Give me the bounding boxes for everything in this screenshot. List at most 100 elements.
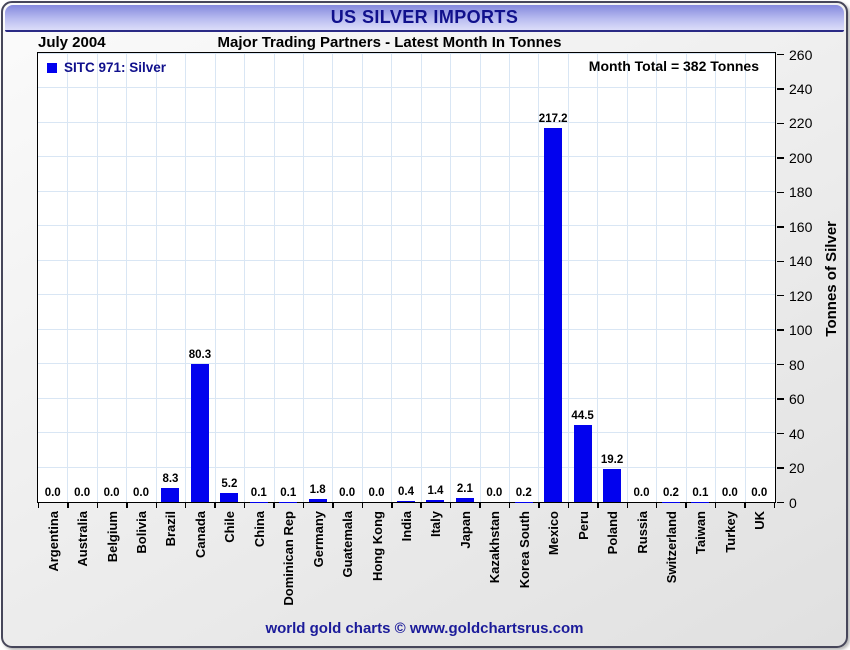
bar-value-label: 5.2 bbox=[221, 478, 238, 491]
bar-value-label: 0.2 bbox=[515, 486, 532, 499]
x-axis-tick bbox=[655, 503, 658, 508]
gridline-vertical bbox=[302, 53, 304, 502]
x-axis-label: UK bbox=[752, 511, 768, 530]
y-axis-tick-label: 80 bbox=[789, 356, 805, 373]
gridline-vertical bbox=[126, 53, 128, 502]
bar bbox=[544, 127, 563, 502]
y-axis-tick-label: 260 bbox=[789, 46, 813, 63]
x-axis-label: Belgium bbox=[104, 511, 120, 563]
x-axis-label: Guatemala bbox=[340, 511, 356, 578]
y-axis-tick bbox=[777, 398, 784, 400]
bar-value-label: 0.0 bbox=[633, 487, 650, 499]
x-axis-label: Argentina bbox=[45, 511, 61, 572]
x-axis-label: Korea South bbox=[516, 511, 532, 589]
y-axis-tick bbox=[777, 260, 784, 263]
bar-value-label: 0.0 bbox=[486, 487, 503, 499]
y-axis-tick-label: 200 bbox=[789, 149, 813, 166]
gridline-horizontal bbox=[38, 363, 775, 365]
bar bbox=[397, 501, 415, 502]
gridline-vertical bbox=[597, 53, 599, 502]
x-axis-tick bbox=[479, 503, 481, 508]
bar bbox=[220, 493, 239, 502]
y-axis-tick-label: 180 bbox=[789, 184, 813, 201]
gridline-vertical bbox=[332, 53, 334, 502]
x-axis-tick bbox=[391, 503, 393, 508]
x-axis-tick bbox=[184, 503, 187, 508]
page-title: US SILVER IMPORTS bbox=[330, 7, 519, 27]
gridline-vertical bbox=[67, 53, 69, 502]
bar-value-label: 0.0 bbox=[103, 487, 120, 499]
gridline-vertical bbox=[715, 53, 717, 502]
bar bbox=[603, 468, 622, 502]
x-axis-label: Russia bbox=[634, 511, 650, 554]
gridline-horizontal bbox=[38, 53, 775, 54]
gridline-vertical bbox=[420, 53, 422, 502]
x-axis-label: Mexico bbox=[546, 511, 562, 556]
gridline-vertical bbox=[214, 53, 216, 502]
bar-value-label: 0.1 bbox=[692, 486, 709, 499]
bar-value-label: 80.3 bbox=[188, 348, 212, 361]
x-axis-tick bbox=[96, 503, 99, 508]
legend-label: SITC 971: Silver bbox=[64, 60, 167, 75]
x-axis-tick bbox=[155, 503, 157, 508]
y-axis-tick-label: 0 bbox=[789, 494, 797, 511]
y-axis-tick bbox=[777, 157, 784, 159]
gridline-horizontal bbox=[38, 294, 775, 296]
gridline-vertical bbox=[450, 53, 452, 502]
bar-value-label: 8.3 bbox=[162, 472, 179, 485]
bar-value-label: 0.0 bbox=[721, 487, 738, 499]
bar-value-label: 217.2 bbox=[538, 112, 568, 125]
x-axis-label: China bbox=[251, 511, 267, 548]
y-axis-tick bbox=[777, 329, 784, 331]
bar bbox=[190, 363, 209, 502]
gridline-vertical bbox=[155, 53, 157, 502]
gridline-horizontal bbox=[38, 225, 775, 227]
x-axis-tick bbox=[361, 503, 364, 508]
y-axis-tick-label: 60 bbox=[789, 391, 805, 408]
legend: SITC 971: Silver bbox=[47, 60, 166, 75]
bar-value-label: 0.0 bbox=[368, 487, 385, 499]
y-axis-tick-label: 240 bbox=[789, 80, 813, 97]
y-axis-tick bbox=[777, 363, 784, 366]
x-axis-label: Peru bbox=[575, 511, 591, 540]
x-axis-label: Kazakhstan bbox=[487, 511, 503, 584]
chart-subtitle: Major Trading Partners - Latest Month In… bbox=[217, 34, 562, 51]
y-axis-tick bbox=[777, 53, 784, 56]
y-axis-tick-label: 140 bbox=[789, 253, 813, 270]
title-bar: US SILVER IMPORTS bbox=[5, 5, 844, 32]
plot-area: 0.0 0.0 0.0 0.0 8.3 80.3 5.2 0.1 0.1 1.8 0.0 0.0 0.4… bbox=[37, 52, 776, 503]
bar-value-label: 0.1 bbox=[280, 486, 297, 499]
gridline-vertical bbox=[509, 53, 511, 502]
bar-value-label: 0.0 bbox=[74, 487, 91, 499]
x-axis-tick bbox=[538, 503, 540, 508]
bar bbox=[514, 501, 533, 502]
x-axis-tick bbox=[744, 503, 746, 508]
y-axis-tick bbox=[777, 122, 784, 125]
bar bbox=[308, 498, 327, 502]
gridline-vertical bbox=[244, 53, 246, 502]
gridline-vertical bbox=[479, 53, 481, 502]
y-axis-tick-label: 220 bbox=[789, 115, 813, 132]
y-axis-tick bbox=[777, 432, 784, 435]
y-axis-tick-label: 40 bbox=[789, 425, 805, 442]
bar bbox=[426, 499, 445, 502]
bar bbox=[573, 425, 592, 502]
gridline-vertical bbox=[656, 53, 658, 502]
gridline-vertical bbox=[185, 53, 187, 502]
bar-value-label: 19.2 bbox=[600, 453, 624, 466]
x-axis-label: Turkey bbox=[722, 511, 738, 553]
gridline-horizontal bbox=[38, 397, 775, 399]
x-axis-label: Italy bbox=[428, 511, 444, 538]
x-axis-tick bbox=[714, 503, 717, 508]
gridline-horizontal bbox=[38, 259, 775, 261]
x-axis-tick bbox=[273, 503, 275, 508]
x-axis-tick bbox=[508, 503, 511, 508]
bar-value-label: 1.4 bbox=[427, 484, 444, 497]
x-axis-tick bbox=[67, 503, 69, 508]
y-axis-tick-label: 20 bbox=[789, 460, 805, 477]
legend-swatch-icon bbox=[47, 62, 57, 73]
bar-value-label: 44.5 bbox=[571, 410, 594, 423]
x-axis-label: Switzerland bbox=[663, 511, 679, 584]
